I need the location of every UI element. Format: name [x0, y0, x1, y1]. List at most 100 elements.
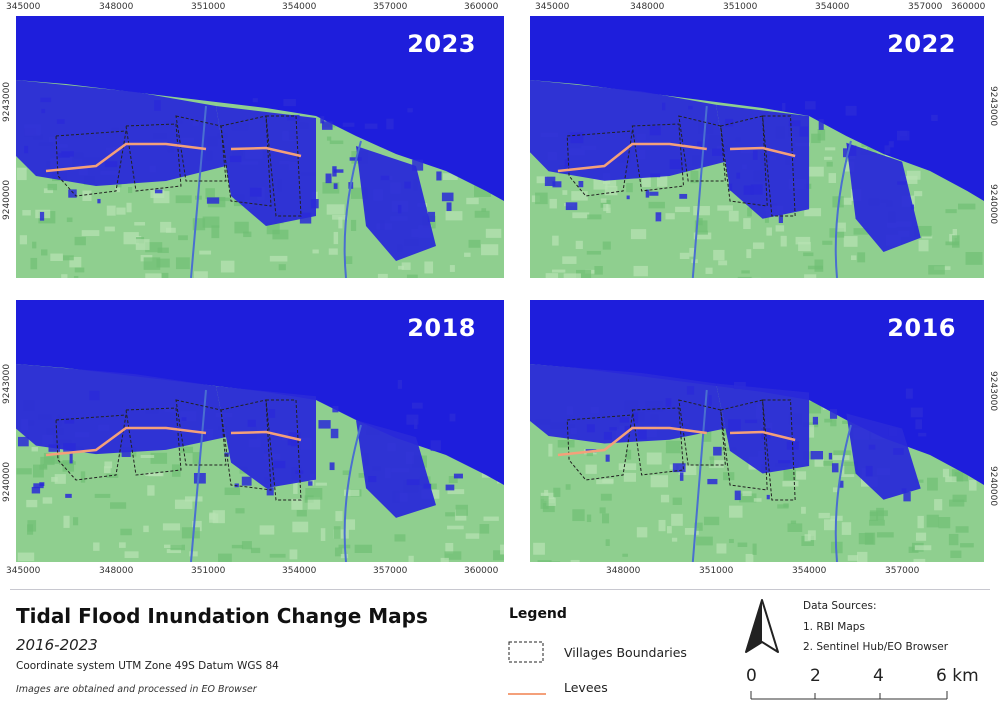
land-texture — [729, 539, 734, 543]
flood-patch — [424, 484, 432, 489]
flood-patch — [248, 420, 256, 427]
flood-patch — [566, 202, 578, 210]
land-texture — [456, 505, 468, 516]
data-source-item: 1. RBI Maps — [803, 621, 865, 633]
land-texture — [753, 242, 764, 248]
flood-patch — [811, 451, 823, 459]
land-texture — [170, 545, 185, 550]
x-tick-label: 351000 — [699, 566, 733, 576]
y-tick-label: 9243000 — [2, 82, 12, 122]
flood-patch — [656, 212, 662, 221]
flood-patch — [207, 197, 219, 203]
land-texture — [776, 225, 785, 231]
flood-patch — [63, 443, 75, 451]
flood-patch — [866, 466, 873, 476]
land-texture — [398, 266, 404, 270]
flood-patch — [830, 409, 837, 419]
land-texture — [178, 235, 188, 240]
land-texture — [221, 261, 235, 273]
land-texture — [606, 539, 610, 546]
land-texture — [213, 510, 225, 523]
flood-patch — [65, 494, 72, 498]
land-texture — [134, 222, 145, 225]
land-texture — [242, 541, 252, 549]
flood-patch — [578, 181, 583, 187]
flood-patch — [330, 462, 335, 470]
y-tick-label: 9243000 — [988, 86, 998, 126]
land-texture — [619, 463, 636, 470]
land-texture — [919, 240, 929, 252]
land-texture — [469, 240, 481, 248]
land-texture — [158, 248, 169, 253]
land-texture — [819, 513, 830, 518]
land-texture — [781, 236, 787, 247]
land-texture — [272, 230, 288, 240]
land-texture — [136, 239, 150, 250]
land-texture — [260, 525, 275, 534]
x-tick-label: 357000 — [908, 2, 942, 12]
land-texture — [916, 533, 926, 541]
land-texture — [270, 256, 288, 262]
land-texture — [587, 515, 591, 522]
land-texture — [647, 453, 662, 465]
footer-divider — [10, 589, 990, 590]
land-texture — [742, 491, 751, 496]
land-texture — [696, 537, 713, 546]
land-texture — [144, 257, 161, 270]
land-texture — [446, 211, 463, 220]
x-tick-label: 354000 — [815, 2, 849, 12]
land-texture — [741, 270, 749, 273]
x-tick-label: 348000 — [630, 2, 664, 12]
land-texture — [626, 183, 633, 192]
y-tick-label: 9240000 — [988, 466, 998, 506]
x-tick-label: 354000 — [282, 2, 316, 12]
flood-patch — [343, 123, 355, 127]
flood-patch — [122, 450, 131, 457]
flood-patch — [404, 182, 411, 189]
land-texture — [182, 527, 200, 538]
flood-patch — [884, 145, 890, 153]
land-texture — [717, 205, 733, 210]
land-texture — [822, 241, 832, 245]
land-texture — [857, 552, 867, 562]
land-texture — [533, 543, 545, 555]
land-texture — [593, 179, 607, 189]
land-texture — [189, 551, 198, 556]
land-texture — [32, 242, 36, 249]
flood-patch — [242, 477, 252, 486]
flood-patch — [194, 473, 206, 484]
land-texture — [344, 519, 355, 529]
land-texture — [594, 266, 602, 275]
land-texture — [538, 560, 552, 562]
land-texture — [823, 461, 833, 466]
land-texture — [956, 526, 969, 532]
land-texture — [795, 471, 806, 479]
land-texture — [93, 542, 99, 550]
land-texture — [105, 227, 115, 232]
land-texture — [18, 553, 34, 562]
flood-patch — [253, 98, 258, 102]
y-tick-label: 9240000 — [2, 180, 12, 220]
land-texture — [915, 545, 932, 550]
land-texture — [335, 511, 342, 521]
flood-patch — [753, 150, 758, 160]
land-texture — [119, 542, 126, 548]
flood-patch — [332, 406, 338, 412]
flood-patch — [230, 156, 241, 162]
land-texture — [927, 478, 938, 491]
land-texture — [218, 554, 232, 562]
land-texture — [359, 473, 365, 478]
land-texture — [48, 184, 57, 190]
land-texture — [26, 500, 37, 507]
land-texture — [329, 248, 338, 254]
land-texture — [824, 419, 832, 423]
flood-patch — [650, 126, 661, 135]
land-texture — [842, 522, 851, 535]
scale-bar — [750, 686, 950, 705]
flood-patch — [745, 420, 757, 424]
data-sources-title: Data Sources: — [803, 600, 876, 612]
land-texture — [297, 510, 307, 517]
land-texture — [603, 204, 608, 211]
land-texture — [27, 524, 33, 534]
land-texture — [176, 257, 190, 269]
